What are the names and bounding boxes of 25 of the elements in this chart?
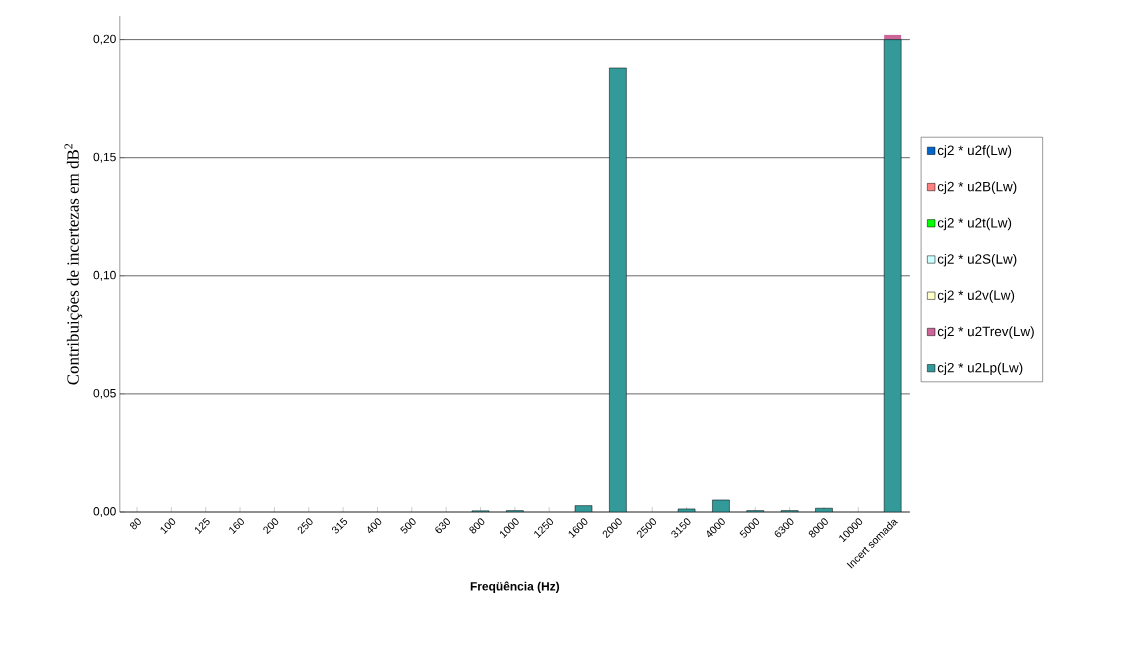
x-tick-label: 125 [194, 517, 210, 534]
x-tick-label: 160 [229, 518, 244, 534]
x-tick-label: 630 [435, 518, 451, 534]
legend-label: cj2 * u2B(Lw) [937, 181, 1017, 194]
legend-label: cj2 * u2t(Lw) [937, 217, 1012, 231]
legend-label: cj2 * u2S(Lw) [937, 253, 1017, 267]
y-tick-label: 0,15 [93, 152, 116, 163]
x-tick-label: 500 [400, 518, 416, 534]
x-tick-label: 800 [469, 518, 485, 534]
legend-label: cj2 * u2v(Lw) [937, 290, 1015, 303]
x-tick-label: 315 [331, 517, 348, 534]
legend-label: cj2 * u2Lp(Lw) [937, 362, 1023, 376]
legend-label: cj2 * u2Trev(Lw) [937, 326, 1034, 339]
x-tick-label: 400 [367, 518, 382, 534]
y-tick-label: 0,10 [93, 270, 116, 281]
x-axis-title: Freqüência (Hz) [470, 581, 560, 593]
x-tick-label: 100 [160, 518, 176, 534]
y-tick-label: 0,00 [93, 507, 116, 517]
legend-label: cj2 * u2f(Lw) [937, 145, 1012, 158]
y-tick-label: 0,05 [93, 388, 116, 399]
y-tick-label: 0,20 [93, 34, 116, 45]
y-axis-title: Contribuições de incertezas em dB$^{2}$ [64, 143, 83, 385]
x-tick-label: 200 [263, 518, 279, 535]
x-tick-label: 250 [297, 518, 313, 535]
x-tick-label: 80 [130, 518, 141, 530]
